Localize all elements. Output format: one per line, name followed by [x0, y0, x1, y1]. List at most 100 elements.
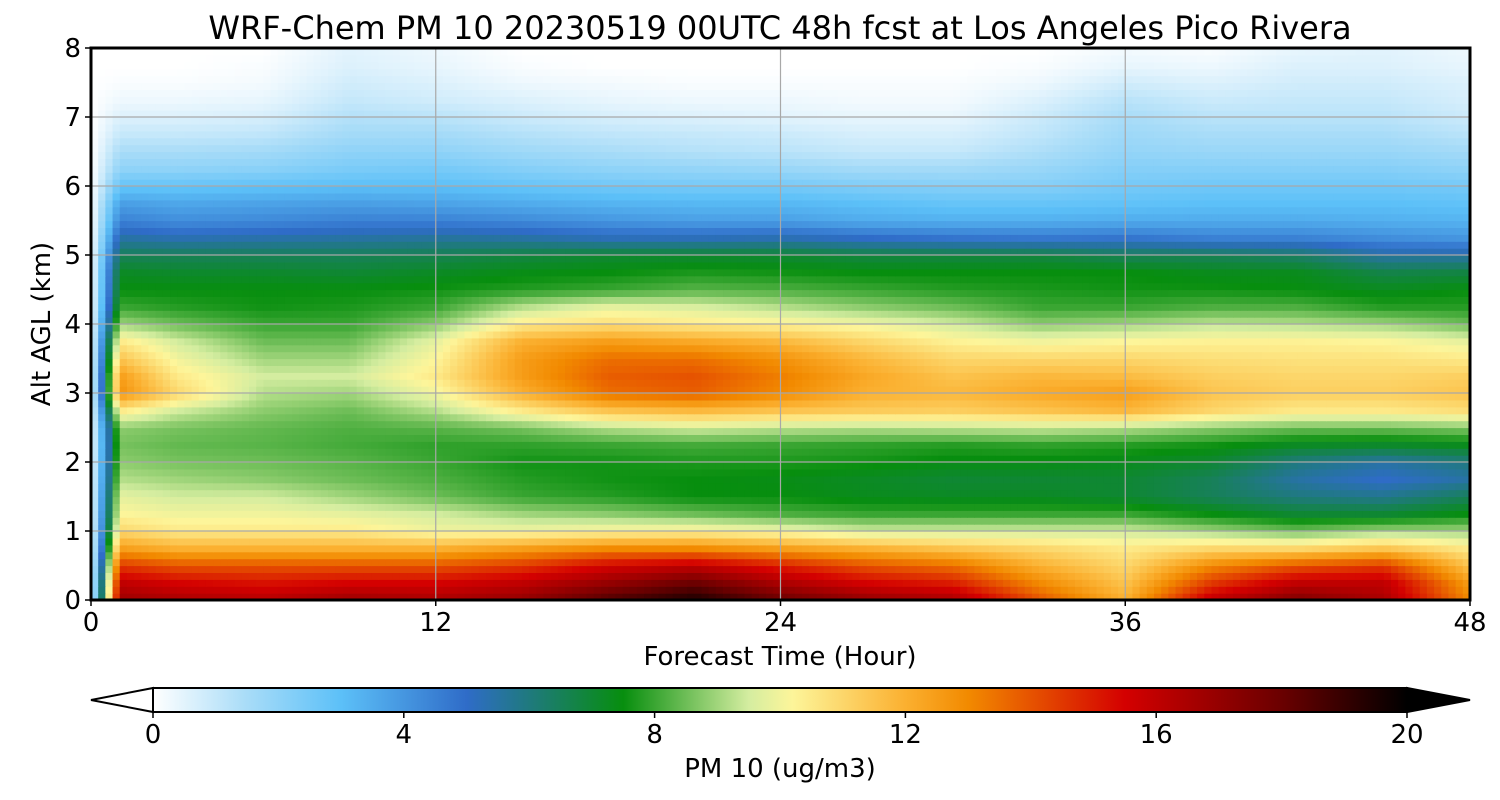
heatmap-cell — [1347, 434, 1356, 442]
heatmap-cell — [385, 455, 394, 463]
heatmap-cell — [220, 551, 229, 560]
heatmap-cell — [521, 593, 530, 600]
heatmap-cell — [1153, 565, 1162, 573]
heatmap-cell — [543, 572, 552, 580]
heatmap-cell — [529, 579, 537, 587]
heatmap-cell — [486, 496, 494, 504]
heatmap-cell — [1247, 489, 1256, 498]
heatmap-cell — [1383, 434, 1392, 442]
heatmap-cell — [679, 544, 688, 553]
heatmap-cell — [442, 468, 451, 477]
heatmap-cell — [299, 551, 308, 560]
heatmap-cell — [148, 455, 157, 463]
heatmap-cell — [758, 572, 767, 580]
heatmap-cell — [1125, 489, 1134, 498]
heatmap-cell — [148, 544, 157, 553]
heatmap-cell — [249, 427, 257, 435]
heatmap-cell — [1462, 475, 1470, 484]
heatmap-cell — [284, 455, 293, 463]
heatmap-cell — [1462, 593, 1470, 600]
heatmap-cell — [1240, 565, 1248, 573]
heatmap-cell — [1096, 558, 1105, 567]
heatmap-cell — [98, 462, 106, 470]
heatmap-cell — [866, 593, 875, 600]
heatmap-cell — [349, 572, 358, 580]
heatmap-cell — [1326, 537, 1335, 546]
heatmap-cell — [816, 482, 825, 491]
heatmap-cell — [1261, 517, 1270, 525]
heatmap-cell — [1254, 475, 1263, 484]
heatmap-cell — [809, 475, 818, 484]
heatmap-cell — [263, 503, 272, 511]
heatmap-cell — [1039, 579, 1047, 587]
heatmap-cell — [1455, 586, 1464, 594]
heatmap-cell — [1168, 593, 1177, 600]
heatmap-cell — [514, 475, 523, 484]
heatmap-cell — [615, 434, 624, 442]
heatmap-cell — [241, 448, 250, 456]
heatmap-cell — [708, 593, 717, 600]
heatmap-cell — [1053, 434, 1062, 442]
heatmap-cell — [1197, 468, 1205, 477]
heatmap-cell — [1412, 434, 1421, 442]
heatmap-cell — [414, 517, 422, 525]
heatmap-cell — [134, 565, 142, 573]
heatmap-cell — [1168, 517, 1177, 525]
heatmap-cell — [708, 482, 717, 491]
heatmap-cell — [572, 420, 580, 429]
heatmap-cell — [1211, 468, 1220, 477]
heatmap-cell — [723, 593, 731, 600]
heatmap-cell — [450, 475, 458, 484]
heatmap-cell — [837, 537, 846, 546]
heatmap-cell — [952, 468, 961, 477]
heatmap-cell — [895, 434, 904, 442]
heatmap-cell — [1067, 572, 1076, 580]
heatmap-cell — [141, 544, 150, 553]
heatmap-cell — [1355, 503, 1363, 511]
heatmap-cell — [1096, 496, 1105, 504]
heatmap-cell — [579, 448, 588, 456]
heatmap-cell — [1376, 503, 1385, 511]
heatmap-cell — [421, 517, 430, 525]
heatmap-cell — [1204, 586, 1213, 594]
heatmap-cell — [1024, 468, 1033, 477]
heatmap-cell — [1118, 593, 1126, 600]
heatmap-cell — [227, 427, 236, 435]
heatmap-cell — [220, 420, 229, 429]
heatmap-cell — [162, 565, 171, 573]
heatmap-cell — [665, 420, 674, 429]
heatmap-cell — [1419, 503, 1428, 511]
heatmap-cell — [701, 427, 710, 435]
heatmap-cell — [1304, 475, 1313, 484]
heatmap-cell — [687, 434, 695, 442]
heatmap-cell — [1096, 524, 1105, 532]
heatmap-cell — [1082, 468, 1090, 477]
heatmap-cell — [112, 593, 121, 600]
heatmap-cell — [1319, 510, 1327, 518]
heatmap-cell — [378, 544, 387, 553]
heatmap-cell — [615, 524, 624, 532]
heatmap-cell — [543, 565, 552, 573]
heatmap-cell — [608, 531, 616, 539]
heatmap-cell — [1053, 503, 1062, 511]
heatmap-cell — [1010, 482, 1019, 491]
heatmap-cell — [1333, 544, 1342, 553]
heatmap-cell — [1376, 427, 1385, 435]
heatmap-cell — [809, 503, 818, 511]
heatmap-cell — [672, 586, 681, 594]
heatmap-cell — [859, 468, 868, 477]
heatmap-cell — [902, 586, 911, 594]
heatmap-cell — [428, 510, 437, 518]
heatmap-cell — [1204, 593, 1213, 600]
heatmap-cell — [342, 503, 351, 511]
heatmap-cell — [536, 462, 545, 470]
heatmap-cell — [1039, 531, 1047, 539]
heatmap-cell — [1010, 579, 1019, 587]
heatmap-cell — [830, 586, 839, 594]
heatmap-cell — [514, 496, 523, 504]
heatmap-cell — [1441, 420, 1450, 429]
heatmap-cell — [292, 551, 300, 560]
heatmap-cell — [622, 565, 631, 573]
heatmap-cell — [457, 427, 466, 435]
heatmap-cell — [995, 489, 1004, 498]
